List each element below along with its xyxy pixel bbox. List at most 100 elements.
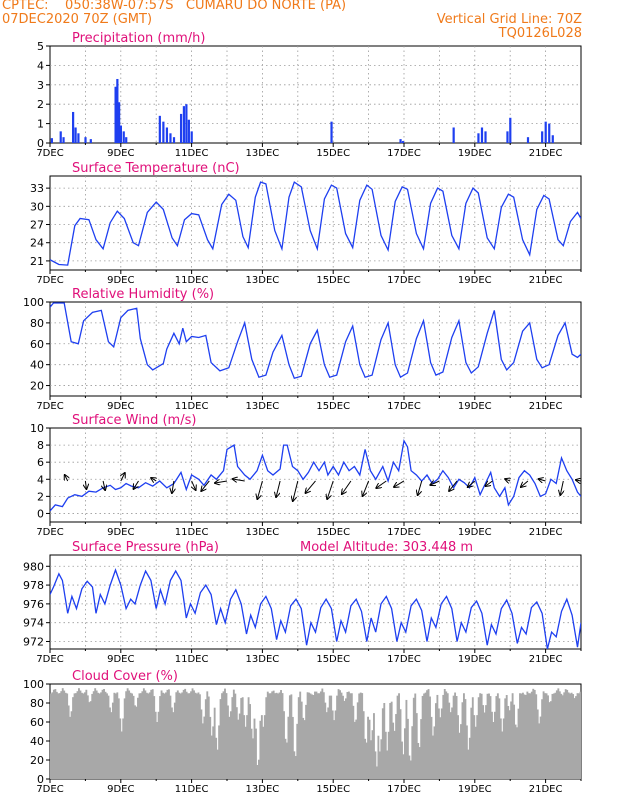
cloud-bar bbox=[316, 693, 319, 779]
cloud-bar bbox=[579, 691, 581, 779]
cloud-bar bbox=[54, 689, 57, 779]
cloud-bar bbox=[535, 694, 538, 779]
cloud-bar bbox=[119, 718, 122, 779]
cloud-bar bbox=[384, 731, 387, 779]
precip-bar bbox=[125, 137, 128, 143]
cloud-bar bbox=[473, 715, 476, 779]
cloud-bar bbox=[373, 713, 375, 779]
cloud-bar bbox=[502, 718, 505, 779]
cloud-bar bbox=[128, 690, 131, 779]
temp-ytick-label: 33 bbox=[30, 182, 44, 195]
cloud-bar bbox=[231, 697, 234, 779]
precip-bar bbox=[118, 102, 121, 143]
cloud-bar bbox=[141, 691, 144, 779]
cloud-bar bbox=[203, 716, 206, 779]
cloud-bar bbox=[257, 759, 260, 779]
wind-arrow bbox=[192, 480, 196, 490]
precip-xtick-label: 11DEC bbox=[175, 148, 209, 159]
cloud-bar bbox=[530, 691, 533, 779]
cloud-bar bbox=[61, 688, 64, 779]
cloud-bar bbox=[274, 693, 277, 779]
cloud-bar bbox=[328, 695, 331, 779]
cloud-bar bbox=[563, 692, 566, 779]
cloud-bar bbox=[225, 693, 228, 779]
precip-bar bbox=[544, 121, 547, 143]
rh-xtick-label: 17DEC bbox=[387, 401, 421, 412]
temp-xtick-label: 13DEC bbox=[246, 275, 280, 286]
wind-arrow bbox=[306, 480, 316, 493]
cloud-bar bbox=[520, 693, 523, 779]
cloud-bar bbox=[135, 706, 138, 779]
cloud-bar bbox=[95, 690, 98, 779]
header-model-code: TQ0126L028 bbox=[498, 26, 582, 41]
cloud-bar bbox=[387, 731, 390, 779]
cloud-bar bbox=[470, 707, 473, 779]
cloud-bar bbox=[471, 697, 474, 779]
cloud-bar bbox=[461, 702, 464, 779]
precip-bar bbox=[158, 115, 161, 143]
precip-bar bbox=[62, 137, 65, 143]
cloud-bar bbox=[511, 693, 514, 779]
cloud-bar bbox=[70, 711, 73, 779]
cloud-bar bbox=[145, 692, 148, 779]
cloud-bar bbox=[265, 697, 268, 779]
rh-plot-area bbox=[50, 302, 581, 379]
cloud-bar bbox=[73, 693, 76, 779]
precip-xtick-label: 21DEC bbox=[529, 148, 563, 159]
wind-ytick-label: 2 bbox=[37, 490, 44, 503]
cloud-bar bbox=[243, 715, 246, 779]
precip-bar bbox=[59, 131, 62, 143]
rh-ytick-label: 100 bbox=[23, 296, 44, 309]
cloud-bar bbox=[555, 690, 558, 779]
rh-line bbox=[50, 302, 581, 379]
precip-bar bbox=[551, 135, 554, 143]
cloud-bar bbox=[88, 702, 91, 779]
cloud-bar bbox=[367, 716, 369, 779]
cloud-bar bbox=[507, 705, 510, 779]
cloud-bar bbox=[455, 696, 458, 779]
wind-xtick-label: 17DEC bbox=[387, 527, 421, 538]
cloud-bar bbox=[480, 693, 483, 779]
cloud-bar bbox=[255, 728, 257, 779]
precip-plot-area bbox=[50, 78, 554, 143]
wind-xtick-label: 19DEC bbox=[458, 527, 492, 538]
cloud-bar bbox=[464, 699, 467, 779]
cloud-bar bbox=[550, 701, 552, 779]
cloud-bar bbox=[227, 705, 229, 779]
rh-title: Relative Humidity (%) bbox=[72, 287, 214, 302]
cloud-bar bbox=[187, 693, 190, 779]
cloud-bar bbox=[396, 695, 399, 779]
precip-ytick-label: 3 bbox=[37, 79, 44, 92]
cloud-bar bbox=[340, 692, 343, 779]
cloud-bar bbox=[443, 689, 446, 779]
cloud-bar bbox=[505, 695, 508, 779]
cloud-bar bbox=[516, 727, 518, 779]
temp-line bbox=[50, 181, 581, 266]
cloud-bar bbox=[57, 693, 60, 779]
wind-arrow bbox=[293, 480, 299, 501]
wind-arrow bbox=[215, 481, 228, 483]
cloud-bar bbox=[355, 719, 358, 779]
precip-ytick-label: 4 bbox=[37, 59, 44, 72]
precip-bar bbox=[169, 133, 172, 143]
cloud-bar bbox=[426, 690, 428, 779]
cloud-plot-area bbox=[50, 688, 581, 779]
cloud-bar bbox=[160, 690, 163, 779]
wind-arrow bbox=[201, 480, 210, 491]
cloud-bar bbox=[184, 688, 187, 779]
cloud-bar bbox=[358, 693, 361, 779]
cloud-bar bbox=[454, 692, 457, 779]
cloud-bar bbox=[250, 728, 253, 779]
cloud-bar bbox=[485, 705, 487, 779]
cloud-bar bbox=[378, 751, 381, 779]
cloud-bar bbox=[412, 697, 415, 779]
cloud-bar bbox=[80, 692, 83, 779]
precip-bar bbox=[477, 133, 480, 143]
precip-bar bbox=[330, 121, 333, 143]
rh-panel bbox=[46, 301, 582, 400]
pressure-xtick-label: 15DEC bbox=[316, 654, 350, 665]
cloud-bar bbox=[169, 695, 172, 779]
cloud-bar bbox=[237, 719, 240, 779]
cloud-bar bbox=[498, 698, 501, 779]
